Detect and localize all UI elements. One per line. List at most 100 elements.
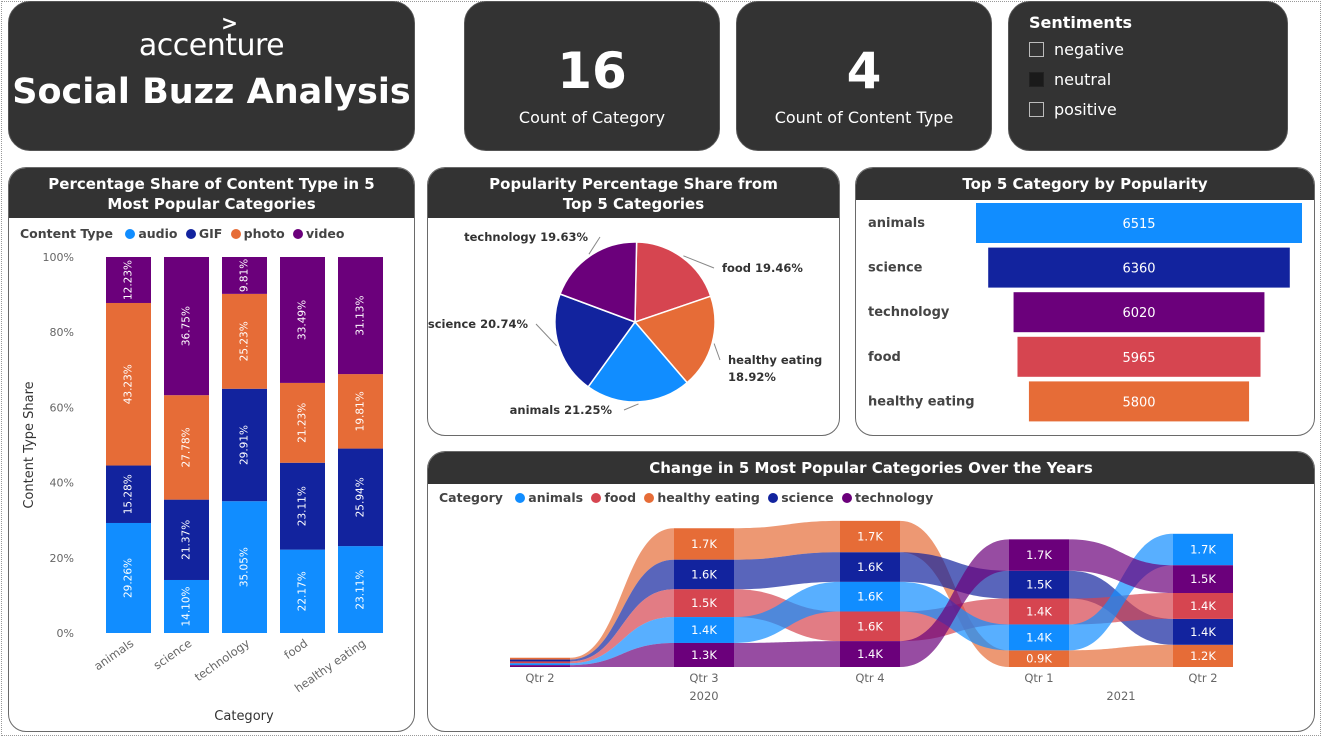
legend-label: animals [528,490,584,505]
legend-dot-video [293,229,304,239]
x-tick-label: Qtr 4 [855,671,884,685]
slicer-option-neutral[interactable]: neutral [1029,70,1111,89]
checkbox-checked[interactable] [1029,72,1044,87]
legend-dot-photo [230,229,241,239]
data-label: 29.91% [239,425,251,465]
horizontal-bar-chart: animals 6515 science 6360 technology 6020 food… [868,203,1302,422]
slice-label: healthy eating [728,353,822,367]
data-label: 29.26% [123,558,135,598]
leader-line [535,323,557,347]
chart-title: Percentage Share of Content Type in 5 Mo… [9,168,414,218]
ribbon-healthy-eating [1069,644,1173,667]
slice-label: technology 19.63% [464,230,588,244]
bar-segment-healthy-eating-gif [338,448,383,547]
legend-label: healthy eating [657,490,760,505]
segment-technology [510,665,570,667]
kpi-card-category: 16 Count of Category [464,1,720,151]
legend-label: GIF [198,226,223,241]
data-label: 27.78% [181,427,193,467]
option-label: neutral [1054,70,1112,89]
pie-slice-science [554,293,637,388]
x-axis-title: Category [214,709,274,724]
page-title: Social Buzz Analysis [12,72,411,112]
ribbon-animals [570,617,674,666]
y-tick-label: 40% [50,477,74,490]
segment-animals [1009,624,1069,651]
bar-technology [1013,292,1265,333]
ribbon-science [734,552,840,590]
category-label: science [868,261,923,276]
bar-segment-food-audio [280,549,325,633]
x-tick-label: science [151,636,194,672]
data-label: 1.6K [691,568,717,582]
legend-dot-animals [515,493,526,503]
data-label: 1.6K [857,560,883,574]
data-label: 21.23% [297,403,309,443]
ribbon-technology [734,641,840,667]
checkbox[interactable] [1029,102,1044,117]
slicer-option-positive[interactable]: positive [1029,100,1117,119]
bar-segment-healthy-eating-video [338,257,383,375]
leader-line [683,255,715,269]
ribbon-food [570,589,674,664]
segment-food [840,611,900,642]
ribbon-technology [570,642,674,667]
legend-label: technology [855,490,934,505]
segment-food [674,589,734,618]
data-label: 1.5K [691,596,717,610]
slicer-title: Sentiments [1029,13,1132,32]
data-label: 1.4K [857,647,883,661]
data-label: 6020 [1122,306,1155,321]
segment-healthy-eating [510,657,570,660]
legend-label: food [604,490,637,505]
data-label: 33.49% [297,300,309,340]
option-label: negative [1054,40,1124,59]
legend-label: science [781,490,834,505]
year-label: 2021 [1106,689,1135,703]
chart-title: Change in 5 Most Popular Categories Over… [428,452,1314,484]
x-tick-label: technology [192,636,252,684]
legend-dot-technology [842,493,852,503]
option-label: positive [1054,100,1117,119]
legend-title: Category [439,490,503,505]
ribbon-healthy-eating [734,520,840,560]
bar-segment-animals-audio [106,522,151,633]
data-label: 15.28% [123,474,135,514]
slicer-option-negative[interactable]: negative [1029,40,1124,59]
checkbox[interactable] [1029,42,1044,57]
bar-segment-science-audio [164,579,209,633]
kpi-label: Count of Content Type [774,108,954,127]
data-label: 21.37% [181,520,193,560]
data-label: 6515 [1122,217,1155,232]
segment-technology [840,641,900,667]
segment-technology [1173,565,1233,593]
segment-science [510,659,570,662]
year-label: 2020 [689,689,718,703]
x-tick-label: Qtr 1 [1024,671,1053,685]
leader-line [588,236,601,255]
kpi-value: 16 [557,42,627,100]
segment-healthy-eating [1173,644,1233,667]
bar-segment-science-gif [164,499,209,580]
leader-line [713,343,721,361]
legend-label: photo [243,226,285,241]
legend-label: audio [138,226,178,241]
chart-legend: Content Type audio GIF photo video [20,226,344,241]
content-type-share-panel: Percentage Share of Content Type in 5 Mo… [8,167,415,732]
slice-label: animals 21.25% [510,403,613,417]
segment-animals [840,581,900,612]
bar-segment-healthy-eating-photo [338,374,383,449]
data-label: 1.2K [1190,649,1216,663]
segment-technology [674,642,734,667]
data-label: 14.10% [181,586,193,626]
segment-animals [510,663,570,666]
data-label: 1.5K [1190,572,1216,586]
data-label: 35.05% [239,547,251,587]
kpi-value: 4 [846,42,882,100]
legend-dot-audio [125,229,136,239]
data-label: 1.4K [1190,599,1216,613]
bar-segment-healthy-eating-audio [338,546,383,633]
bar-healthy-eating [1028,381,1250,422]
data-label: 5800 [1122,395,1155,410]
leader-line [623,403,639,411]
